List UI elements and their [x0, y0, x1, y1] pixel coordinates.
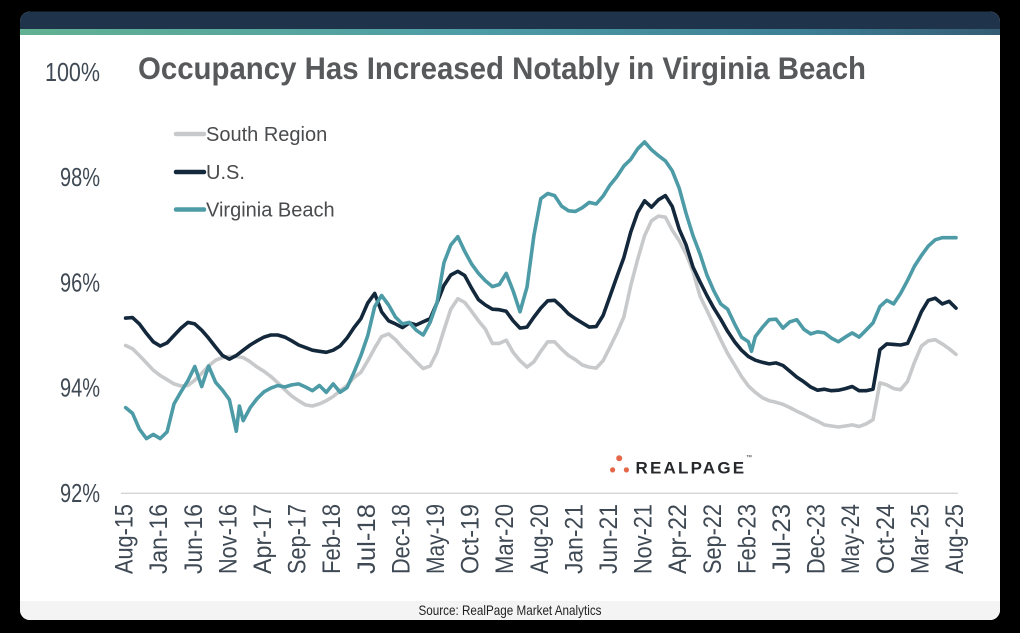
svg-text:Jan-21: Jan-21 [560, 504, 588, 574]
svg-text:Nov-21: Nov-21 [630, 504, 658, 574]
svg-text:Occupancy Has Increased Notabl: Occupancy Has Increased Notably in Virgi… [138, 50, 866, 86]
svg-text:REALPAGE: REALPAGE [636, 459, 747, 478]
svg-text:Oct-19: Oct-19 [457, 504, 485, 574]
svg-text:Dec-23: Dec-23 [803, 504, 831, 574]
svg-text:May-19: May-19 [422, 504, 450, 574]
svg-text:Nov-16: Nov-16 [214, 504, 242, 574]
svg-text:Aug-20: Aug-20 [526, 504, 554, 574]
svg-text:Dec-18: Dec-18 [387, 504, 415, 574]
svg-text:Apr-22: Apr-22 [664, 504, 692, 574]
svg-text:Sep-17: Sep-17 [284, 504, 312, 574]
svg-text:Jun-21: Jun-21 [595, 504, 623, 574]
svg-text:Mar-25: Mar-25 [906, 504, 934, 574]
svg-text:South Region: South Region [206, 124, 327, 146]
svg-text:May-24: May-24 [837, 504, 865, 574]
svg-text:Mar-20: Mar-20 [491, 504, 519, 574]
svg-text:98%: 98% [60, 164, 100, 192]
svg-text:Jan-16: Jan-16 [145, 504, 173, 574]
svg-text:U.S.: U.S. [206, 162, 245, 184]
svg-text:Jul-23: Jul-23 [768, 504, 796, 574]
svg-text:Apr-17: Apr-17 [249, 504, 277, 574]
svg-text:100%: 100% [45, 59, 100, 87]
svg-text:Jul-18: Jul-18 [353, 504, 381, 574]
svg-text:Virginia Beach: Virginia Beach [206, 200, 335, 222]
svg-text:92%: 92% [60, 480, 100, 508]
svg-text:Oct-24: Oct-24 [872, 504, 900, 574]
svg-text:Source: RealPage Market Analyt: Source: RealPage Market Analytics [419, 602, 602, 618]
svg-text:Aug-15: Aug-15 [111, 504, 139, 574]
svg-text:94%: 94% [60, 375, 100, 403]
svg-text:Feb-18: Feb-18 [318, 504, 346, 574]
svg-text:Jun-16: Jun-16 [180, 504, 208, 574]
svg-text:Sep-22: Sep-22 [699, 504, 727, 574]
svg-text:96%: 96% [60, 269, 100, 297]
svg-text:Feb-23: Feb-23 [733, 504, 761, 574]
svg-text:Aug-25: Aug-25 [941, 504, 969, 574]
svg-text:™: ™ [746, 454, 752, 461]
